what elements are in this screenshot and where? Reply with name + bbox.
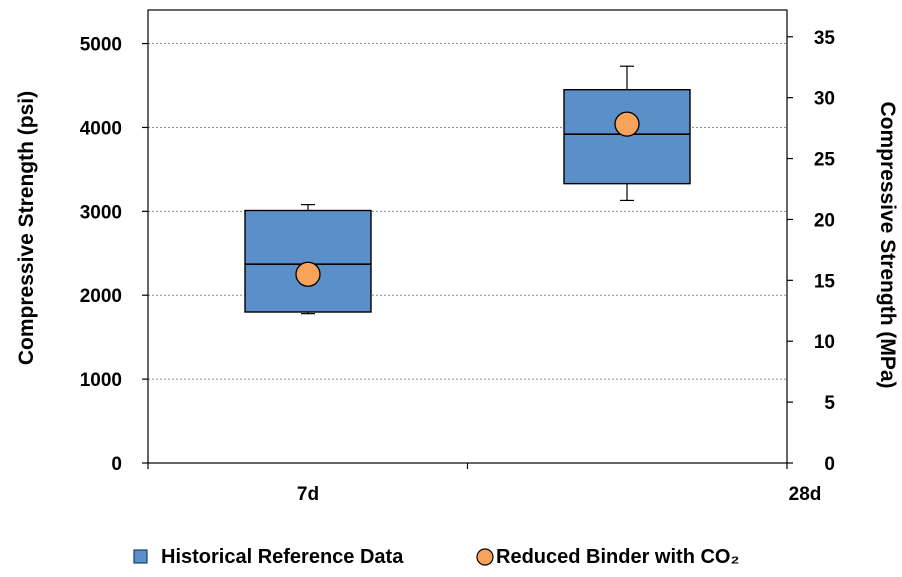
legend: Historical Reference Data Reduced Binder… (133, 546, 739, 568)
legend-marker-reduced-binder (476, 548, 494, 566)
y-axis-title-left: Compressive Strength (psi) (15, 91, 38, 365)
y-tick-label-left: 2000 (80, 286, 122, 307)
y-axis-title-right: Compressive Strength (MPa) (876, 101, 899, 388)
legend-swatch-historical (133, 549, 148, 564)
y-tick-label-right: 20 (814, 210, 835, 231)
y-tick-label-right: 10 (814, 332, 835, 353)
y-tick-label-left: 3000 (80, 202, 122, 223)
data-point (614, 111, 640, 137)
x-tick-label: 7d (297, 484, 319, 505)
box (244, 209, 372, 313)
y-tick-label-left: 0 (111, 454, 122, 475)
axes (142, 9, 793, 469)
y-tick-label-left: 4000 (80, 118, 122, 139)
y-tick-label-right: 25 (814, 150, 836, 171)
plot-frame (147, 9, 788, 464)
y-tick-label-right: 15 (814, 271, 836, 292)
y-tick-label-left: 5000 (80, 35, 122, 56)
y-tick-label-right: 35 (814, 28, 836, 49)
gridlines (148, 43, 787, 380)
y-tick-label-right: 0 (824, 454, 835, 475)
y-tick-label-left: 1000 (80, 370, 122, 391)
y-tick-label-right: 5 (824, 393, 835, 414)
x-tick-label: 28d (789, 484, 822, 505)
tick-labels: 0 1000 2000 3000 4000 5000 0 5 10 15 20 25 30 35 7d 28d (80, 28, 836, 505)
y-tick-label-right: 30 (814, 89, 835, 110)
legend-label-reduced-binder: Reduced Binder with CO₂ (496, 546, 739, 568)
data-point (295, 261, 321, 287)
legend-label-historical: Historical Reference Data (161, 546, 404, 568)
point-group (295, 111, 640, 287)
